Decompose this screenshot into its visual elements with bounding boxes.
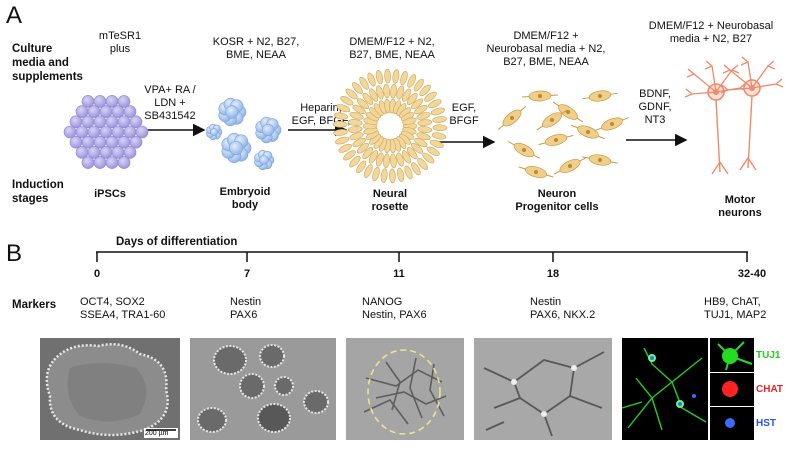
- micrograph-day-0: 200 µm: [40, 338, 180, 440]
- micrograph-neuron-progenitors: [474, 338, 612, 440]
- day-7: 7: [236, 268, 258, 281]
- day-11: 11: [386, 268, 412, 281]
- neuron-progenitor-icon: [498, 89, 629, 179]
- micrograph-day-18: [474, 338, 612, 440]
- stain-panel-chat: [710, 373, 754, 406]
- timeline-title: Days of differentiation: [116, 236, 237, 248]
- markers-day-0: OCT4, SOX2 SSEA4, TRA1-60: [80, 296, 165, 322]
- ipsc-colony-icon: [64, 95, 148, 168]
- micrograph-day-7: [190, 338, 336, 440]
- stain-label-hst: HST: [756, 418, 776, 429]
- micrograph-day-32-40: [622, 338, 708, 440]
- motor-neuron-icon: [685, 57, 783, 174]
- panel-b-letter: B: [6, 240, 22, 268]
- stain-label-chat: CHAT: [756, 384, 783, 395]
- micrograph-day-11: [346, 338, 464, 440]
- day-32-40: 32-40: [730, 268, 774, 281]
- markers-label: Markers: [12, 298, 56, 312]
- embryoid-body-icon: [206, 98, 281, 170]
- stain-panel-hst: [710, 407, 754, 440]
- micrograph-neural-rosette: [346, 338, 464, 440]
- markers-day-18: Nestin PAX6, NKX.2: [530, 296, 595, 322]
- scale-bar-label: 200 µm: [145, 430, 169, 437]
- markers-day-11: NANOG Nestin, PAX6: [362, 296, 427, 322]
- micrograph-embryoid-bodies: [190, 338, 336, 440]
- day-0: 0: [86, 268, 108, 281]
- markers-day-32: HB9, ChAT, TUJ1, MAP2: [704, 296, 766, 322]
- stain-label-tuj1: TUJ1: [756, 350, 780, 361]
- micrograph-motor-neurons-stain: [622, 338, 708, 440]
- day-18: 18: [540, 268, 566, 281]
- markers-day-7: Nestin PAX6: [230, 296, 261, 322]
- stain-panel-tuj1: [710, 338, 754, 372]
- micrograph-ipsc-colony: [40, 338, 180, 440]
- neural-rosette-icon: [333, 69, 447, 183]
